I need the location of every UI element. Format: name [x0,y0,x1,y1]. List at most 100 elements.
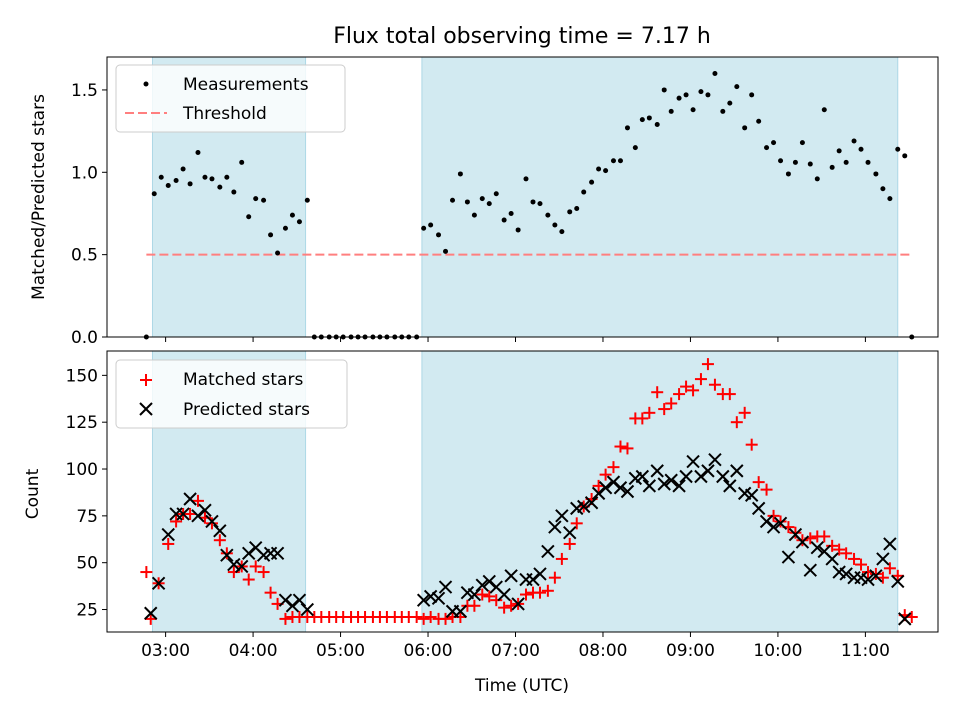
measurement-point [785,171,791,177]
bottom-legend: Matched stars Predicted stars [115,359,348,429]
measurement-point [486,201,492,207]
matched-star-point [483,590,496,603]
matched-star-point [833,543,846,556]
measurement-point [501,217,507,223]
legend-matched-label: Matched stars [183,370,303,390]
matched-star-point [745,438,758,451]
measurement-point [895,146,901,152]
measurement-point [158,174,164,180]
matched-star-point [439,612,452,625]
matched-star-point [184,507,197,520]
matched-star-point [636,412,649,425]
matched-star-point [730,416,743,429]
matched-star-point [563,537,576,550]
measurement-point [450,197,456,203]
measurement-point [814,176,820,182]
matched-star-point [468,599,481,612]
predicted-star-point [497,587,511,602]
matched-star-point [144,612,157,625]
bottom-xtick-label: 10:00 [753,641,802,661]
measurement-point [778,158,784,164]
bottom-y-axis-label: Count [23,468,43,519]
predicted-star-point [227,557,241,572]
predicted-star-point [292,593,307,607]
measurement-point [268,232,274,238]
measurement-point [749,92,755,98]
measurement-point [639,117,645,123]
matched-star-point [848,552,861,565]
predicted-star-point [803,563,817,577]
legend-matched-marker [140,374,152,386]
measurement-point [515,227,521,233]
measurement-point [668,108,674,114]
measurement-point [464,199,470,205]
top-ytick-label: 0.5 [71,246,98,266]
measurement-point [151,191,157,197]
predicted-star-point [766,520,781,534]
measurement-point [617,158,623,164]
measurement-point [253,196,259,202]
legend-threshold-label: Threshold [182,104,267,124]
matched-star-point [454,611,467,624]
matched-star-point [760,483,773,496]
predicted-star-point [751,501,766,516]
bottom-xtick-label: 07:00 [491,641,540,661]
matched-star-point [519,588,532,601]
matched-star-point [643,406,656,419]
measurement-point [508,210,514,216]
matched-star-point [257,566,270,579]
matched-star-point [651,386,664,399]
matched-star-point [673,388,686,401]
predicted-star-point [235,559,249,574]
measurement-point [239,159,245,165]
matched-star-point [555,552,568,565]
matched-star-point [541,584,554,597]
measurement-point [246,214,252,220]
matched-star-point [883,562,896,575]
bottom-legend-box [115,359,348,429]
legend-measurements-marker [143,81,149,87]
predicted-star-point [300,602,315,617]
predicted-star-point [183,492,197,506]
matched-star-point [687,384,700,397]
predicted-star-point [431,591,446,605]
measurement-point [603,168,609,174]
matched-star-point [170,515,183,528]
predicted-star-point [577,499,591,514]
matched-star-point [424,611,437,624]
predicted-star-point [883,537,897,551]
measurement-point [545,212,551,218]
predicted-star-point [679,469,693,484]
legend-predicted-label: Predicted stars [183,400,310,420]
measurement-point [851,138,857,144]
measurement-point [676,95,682,101]
matched-star-point [607,461,620,474]
matched-star-point [680,380,693,393]
measurement-point [873,171,879,177]
measurement-point [756,118,762,124]
bottom-panel: 03:00 04:00 05:00 06:00 07:00 08:00 09:00 10:00… [23,350,939,696]
top-legend: Measurements Threshold [115,64,346,133]
measurement-point [771,140,777,146]
matched-star-point [855,558,868,571]
predicted-star-point [898,612,912,626]
measurement-point [421,225,427,231]
matched-star-point [498,601,511,614]
predicted-star-point [730,464,744,478]
measurement-point [734,84,740,90]
predicted-star-point [533,567,547,581]
matched-star-point [665,397,678,410]
predicted-star-point [825,552,839,566]
measurement-point [705,92,711,98]
predicted-star-point [891,574,905,589]
matched-star-point [213,534,226,547]
predicted-star-point [686,454,700,469]
predicted-star-point [716,469,730,484]
predicted-star-point [795,535,810,549]
measurement-point [289,212,295,218]
bottom-x-axis-label: Time (UTC) [474,676,569,696]
predicted-star-point [869,569,883,583]
measurement-point [624,125,630,131]
measurement-point [589,179,595,185]
